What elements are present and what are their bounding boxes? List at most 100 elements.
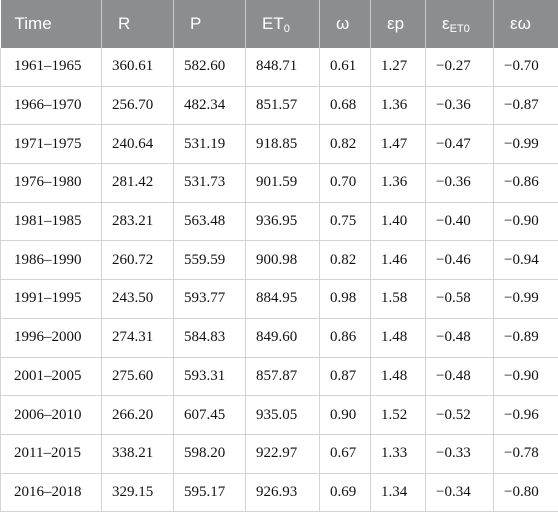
epsilon-et0-cell: −0.36 xyxy=(426,86,494,125)
r-cell: 275.60 xyxy=(102,357,174,396)
epsilon-et0-cell: −0.48 xyxy=(426,357,494,396)
r-cell: 338.21 xyxy=(102,434,174,473)
epsilon-omega-cell: −0.96 xyxy=(494,396,558,435)
epsilon-et0-cell: −0.48 xyxy=(426,318,494,357)
epsilon-p-cell: 1.40 xyxy=(371,202,426,241)
time-cell: 1976–1980 xyxy=(1,164,102,203)
et0-cell: 849.60 xyxy=(246,318,320,357)
et0-cell: 935.05 xyxy=(246,396,320,435)
epsilon-et0-cell: −0.34 xyxy=(426,473,494,512)
time-cell: 2006–2010 xyxy=(1,396,102,435)
p-cell: 559.59 xyxy=(174,241,246,280)
r-cell: 283.21 xyxy=(102,202,174,241)
et0-cell: 936.95 xyxy=(246,202,320,241)
epsilon-omega-cell: −0.89 xyxy=(494,318,558,357)
time-cell: 1981–1985 xyxy=(1,202,102,241)
omega-cell: 0.69 xyxy=(320,473,371,512)
omega-cell: 0.61 xyxy=(320,48,371,86)
epsilon-omega-cell: −0.99 xyxy=(494,125,558,164)
epsilon-p-cell: 1.34 xyxy=(371,473,426,512)
p-cell: 482.34 xyxy=(174,86,246,125)
omega-cell: 0.86 xyxy=(320,318,371,357)
omega-cell: 0.75 xyxy=(320,202,371,241)
p-cell: 563.48 xyxy=(174,202,246,241)
r-cell: 260.72 xyxy=(102,241,174,280)
header-et0: ET0 xyxy=(246,0,320,48)
epsilon-et0-cell: −0.58 xyxy=(426,280,494,319)
r-cell: 240.64 xyxy=(102,125,174,164)
time-cell: 1986–1990 xyxy=(1,241,102,280)
header-epsilon-omega: εω xyxy=(494,0,558,48)
et0-cell: 857.87 xyxy=(246,357,320,396)
time-cell: 2001–2005 xyxy=(1,357,102,396)
header-epsilon-p: εp xyxy=(371,0,426,48)
epsilon-et0-cell: −0.33 xyxy=(426,434,494,473)
p-cell: 584.83 xyxy=(174,318,246,357)
omega-cell: 0.67 xyxy=(320,434,371,473)
et0-cell: 848.71 xyxy=(246,48,320,86)
et0-cell: 926.93 xyxy=(246,473,320,512)
r-cell: 329.15 xyxy=(102,473,174,512)
et0-cell: 900.98 xyxy=(246,241,320,280)
epsilon-p-cell: 1.52 xyxy=(371,396,426,435)
epsilon-omega-cell: −0.90 xyxy=(494,357,558,396)
omega-cell: 0.90 xyxy=(320,396,371,435)
time-cell: 1961–1965 xyxy=(1,48,102,86)
epsilon-p-cell: 1.36 xyxy=(371,164,426,203)
r-cell: 360.61 xyxy=(102,48,174,86)
p-cell: 595.17 xyxy=(174,473,246,512)
epsilon-omega-cell: −0.86 xyxy=(494,164,558,203)
r-cell: 281.42 xyxy=(102,164,174,203)
epsilon-et0-cell: −0.52 xyxy=(426,396,494,435)
header-row: Time R P ET0 ω εp εET0 εω xyxy=(1,0,558,48)
epsilon-p-cell: 1.36 xyxy=(371,86,426,125)
omega-cell: 0.87 xyxy=(320,357,371,396)
epsilon-p-cell: 1.58 xyxy=(371,280,426,319)
time-cell: 1971–1975 xyxy=(1,125,102,164)
epsilon-et0-cell: −0.46 xyxy=(426,241,494,280)
epsilon-p-cell: 1.48 xyxy=(371,318,426,357)
epsilon-omega-cell: −0.70 xyxy=(494,48,558,86)
epsilon-omega-cell: −0.90 xyxy=(494,202,558,241)
p-cell: 607.45 xyxy=(174,396,246,435)
epsilon-et0-cell: −0.40 xyxy=(426,202,494,241)
omega-cell: 0.82 xyxy=(320,241,371,280)
epsilon-et0-cell: −0.36 xyxy=(426,164,494,203)
r-cell: 243.50 xyxy=(102,280,174,319)
et0-cell: 884.95 xyxy=(246,280,320,319)
epsilon-omega-cell: −0.87 xyxy=(494,86,558,125)
epsilon-p-cell: 1.46 xyxy=(371,241,426,280)
header-r: R xyxy=(102,0,174,48)
p-cell: 531.73 xyxy=(174,164,246,203)
epsilon-p-cell: 1.33 xyxy=(371,434,426,473)
p-cell: 531.19 xyxy=(174,125,246,164)
header-time: Time xyxy=(1,0,102,48)
p-cell: 582.60 xyxy=(174,48,246,86)
epsilon-p-cell: 1.47 xyxy=(371,125,426,164)
time-cell: 1966–1970 xyxy=(1,86,102,125)
omega-cell: 0.70 xyxy=(320,164,371,203)
p-cell: 593.77 xyxy=(174,280,246,319)
omega-cell: 0.82 xyxy=(320,125,371,164)
epsilon-omega-cell: −0.78 xyxy=(494,434,558,473)
omega-cell: 0.98 xyxy=(320,280,371,319)
r-cell: 266.20 xyxy=(102,396,174,435)
r-cell: 256.70 xyxy=(102,86,174,125)
epsilon-p-cell: 1.27 xyxy=(371,48,426,86)
et0-cell: 901.59 xyxy=(246,164,320,203)
et0-cell: 918.85 xyxy=(246,125,320,164)
time-cell: 2011–2015 xyxy=(1,434,102,473)
